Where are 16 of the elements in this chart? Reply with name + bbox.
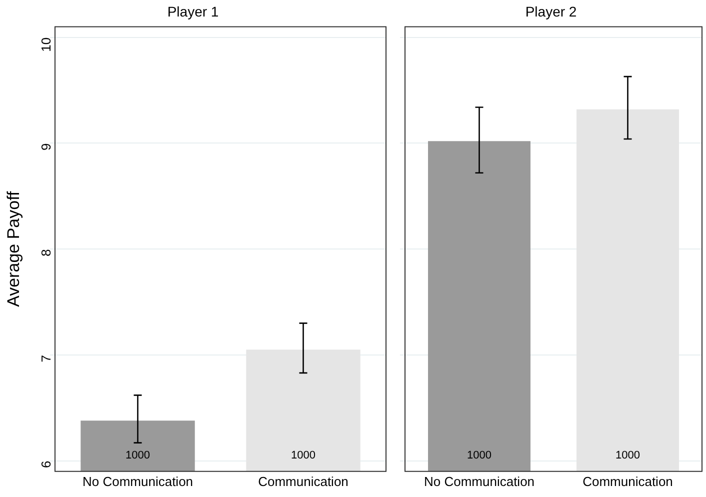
chart-title: Player 2 xyxy=(525,3,577,20)
y-tick-label: 8 xyxy=(38,249,54,256)
annotation: 1000 xyxy=(467,449,492,462)
x-tick-label: No Communication xyxy=(82,474,194,489)
y-tick-label: 7 xyxy=(38,354,54,362)
y-axis-title: Average Payoff xyxy=(4,191,23,307)
annotation: 1000 xyxy=(126,449,150,462)
x-tick-label: No Communication xyxy=(424,474,535,489)
annotation: 1000 xyxy=(616,449,640,462)
y-tick-label: 10 xyxy=(38,37,54,52)
y-tick-label: 9 xyxy=(38,143,54,150)
y-tick-label: 6 xyxy=(38,460,54,468)
annotation: 1000 xyxy=(291,449,316,462)
chart-title: Player 1 xyxy=(167,3,219,20)
x-tick-label: Communication xyxy=(582,474,673,489)
x-tick-label: Communication xyxy=(258,474,348,489)
